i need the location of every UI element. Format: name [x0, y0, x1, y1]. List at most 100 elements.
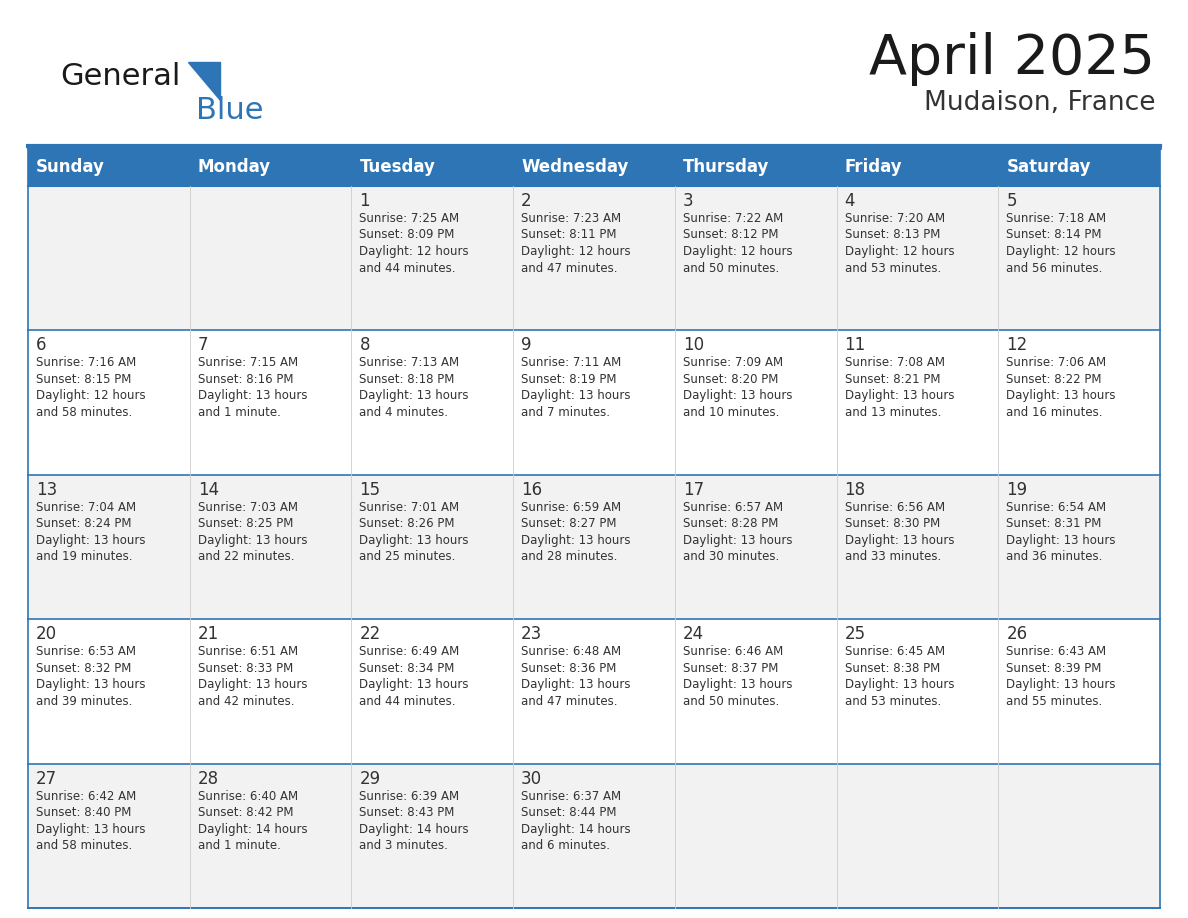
- Text: Daylight: 13 hours: Daylight: 13 hours: [845, 678, 954, 691]
- Text: and 58 minutes.: and 58 minutes.: [36, 406, 132, 419]
- Text: Sunrise: 7:06 AM: Sunrise: 7:06 AM: [1006, 356, 1106, 369]
- Text: Daylight: 14 hours: Daylight: 14 hours: [522, 823, 631, 835]
- Text: Sunrise: 7:16 AM: Sunrise: 7:16 AM: [36, 356, 137, 369]
- Text: Sunrise: 6:43 AM: Sunrise: 6:43 AM: [1006, 645, 1106, 658]
- Bar: [998, 186, 1159, 330]
- Text: Sunrise: 6:39 AM: Sunrise: 6:39 AM: [360, 789, 460, 802]
- Text: and 10 minutes.: and 10 minutes.: [683, 406, 779, 419]
- Bar: [513, 475, 675, 620]
- Text: Daylight: 13 hours: Daylight: 13 hours: [360, 389, 469, 402]
- Text: Sunset: 8:11 PM: Sunset: 8:11 PM: [522, 229, 617, 241]
- Text: 23: 23: [522, 625, 543, 644]
- Text: Sunset: 8:36 PM: Sunset: 8:36 PM: [522, 662, 617, 675]
- Text: Sunrise: 7:04 AM: Sunrise: 7:04 AM: [36, 501, 137, 514]
- Text: Sunset: 8:13 PM: Sunset: 8:13 PM: [845, 229, 940, 241]
- Bar: [675, 186, 836, 330]
- Text: Sunrise: 6:59 AM: Sunrise: 6:59 AM: [522, 501, 621, 514]
- Text: Daylight: 12 hours: Daylight: 12 hours: [36, 389, 146, 402]
- Text: and 56 minutes.: and 56 minutes.: [1006, 262, 1102, 274]
- Text: Sunset: 8:14 PM: Sunset: 8:14 PM: [1006, 229, 1101, 241]
- Text: Daylight: 13 hours: Daylight: 13 hours: [36, 533, 145, 547]
- Text: and 44 minutes.: and 44 minutes.: [360, 262, 456, 274]
- Text: Daylight: 12 hours: Daylight: 12 hours: [1006, 245, 1116, 258]
- Text: 17: 17: [683, 481, 704, 498]
- Text: Daylight: 13 hours: Daylight: 13 hours: [36, 823, 145, 835]
- Text: and 25 minutes.: and 25 minutes.: [360, 550, 456, 564]
- Bar: [513, 330, 675, 475]
- Text: Sunrise: 6:53 AM: Sunrise: 6:53 AM: [36, 645, 135, 658]
- Text: and 50 minutes.: and 50 minutes.: [683, 695, 779, 708]
- Text: Sunrise: 7:25 AM: Sunrise: 7:25 AM: [360, 212, 460, 225]
- Text: 10: 10: [683, 336, 704, 354]
- Text: Sunset: 8:39 PM: Sunset: 8:39 PM: [1006, 662, 1101, 675]
- Text: Sunrise: 6:48 AM: Sunrise: 6:48 AM: [522, 645, 621, 658]
- Text: Sunset: 8:43 PM: Sunset: 8:43 PM: [360, 806, 455, 819]
- Bar: [998, 620, 1159, 764]
- Bar: [675, 330, 836, 475]
- Text: Wednesday: Wednesday: [522, 158, 628, 176]
- Text: Sunset: 8:19 PM: Sunset: 8:19 PM: [522, 373, 617, 386]
- Text: 14: 14: [197, 481, 219, 498]
- Text: Sunset: 8:16 PM: Sunset: 8:16 PM: [197, 373, 293, 386]
- Text: Sunrise: 7:01 AM: Sunrise: 7:01 AM: [360, 501, 460, 514]
- Text: 25: 25: [845, 625, 866, 644]
- Text: Saturday: Saturday: [1006, 158, 1091, 176]
- Text: 1: 1: [360, 192, 369, 210]
- Text: Sunset: 8:30 PM: Sunset: 8:30 PM: [845, 518, 940, 531]
- Bar: [352, 475, 513, 620]
- Text: 19: 19: [1006, 481, 1028, 498]
- Text: Sunset: 8:42 PM: Sunset: 8:42 PM: [197, 806, 293, 819]
- Text: 28: 28: [197, 769, 219, 788]
- Bar: [998, 475, 1159, 620]
- Text: Sunrise: 6:54 AM: Sunrise: 6:54 AM: [1006, 501, 1106, 514]
- Text: Tuesday: Tuesday: [360, 158, 435, 176]
- Polygon shape: [188, 62, 220, 100]
- Text: Sunrise: 6:40 AM: Sunrise: 6:40 AM: [197, 789, 298, 802]
- Text: Sunset: 8:33 PM: Sunset: 8:33 PM: [197, 662, 293, 675]
- Text: Daylight: 13 hours: Daylight: 13 hours: [1006, 533, 1116, 547]
- Text: and 19 minutes.: and 19 minutes.: [36, 550, 133, 564]
- Text: 27: 27: [36, 769, 57, 788]
- Text: 24: 24: [683, 625, 704, 644]
- Text: Sunset: 8:22 PM: Sunset: 8:22 PM: [1006, 373, 1101, 386]
- Bar: [29, 475, 190, 620]
- Text: Sunrise: 7:03 AM: Sunrise: 7:03 AM: [197, 501, 298, 514]
- Text: Daylight: 13 hours: Daylight: 13 hours: [522, 533, 631, 547]
- Text: and 13 minutes.: and 13 minutes.: [845, 406, 941, 419]
- Text: 21: 21: [197, 625, 219, 644]
- Text: Daylight: 12 hours: Daylight: 12 hours: [845, 245, 954, 258]
- Text: Daylight: 12 hours: Daylight: 12 hours: [522, 245, 631, 258]
- Text: and 44 minutes.: and 44 minutes.: [360, 695, 456, 708]
- Text: 12: 12: [1006, 336, 1028, 354]
- Text: Daylight: 13 hours: Daylight: 13 hours: [1006, 389, 1116, 402]
- Bar: [190, 186, 352, 330]
- Text: Sunset: 8:32 PM: Sunset: 8:32 PM: [36, 662, 132, 675]
- Text: Daylight: 13 hours: Daylight: 13 hours: [360, 678, 469, 691]
- Text: Daylight: 13 hours: Daylight: 13 hours: [683, 389, 792, 402]
- Text: Daylight: 12 hours: Daylight: 12 hours: [683, 245, 792, 258]
- Text: April 2025: April 2025: [868, 32, 1155, 86]
- Text: Mudaison, France: Mudaison, France: [923, 90, 1155, 116]
- Text: Sunset: 8:15 PM: Sunset: 8:15 PM: [36, 373, 132, 386]
- Text: and 39 minutes.: and 39 minutes.: [36, 695, 132, 708]
- Text: Daylight: 13 hours: Daylight: 13 hours: [197, 678, 308, 691]
- Text: and 33 minutes.: and 33 minutes.: [845, 550, 941, 564]
- Bar: [190, 764, 352, 908]
- Bar: [998, 764, 1159, 908]
- Bar: [513, 186, 675, 330]
- Text: 26: 26: [1006, 625, 1028, 644]
- Text: Daylight: 13 hours: Daylight: 13 hours: [197, 533, 308, 547]
- Text: and 36 minutes.: and 36 minutes.: [1006, 550, 1102, 564]
- Text: Sunrise: 6:45 AM: Sunrise: 6:45 AM: [845, 645, 944, 658]
- Text: Blue: Blue: [196, 96, 264, 125]
- Bar: [352, 330, 513, 475]
- Text: and 50 minutes.: and 50 minutes.: [683, 262, 779, 274]
- Bar: [352, 620, 513, 764]
- Text: and 58 minutes.: and 58 minutes.: [36, 839, 132, 852]
- Text: 6: 6: [36, 336, 46, 354]
- Text: Daylight: 14 hours: Daylight: 14 hours: [197, 823, 308, 835]
- Text: Daylight: 13 hours: Daylight: 13 hours: [36, 678, 145, 691]
- Text: Sunrise: 7:11 AM: Sunrise: 7:11 AM: [522, 356, 621, 369]
- Bar: [29, 186, 190, 330]
- Bar: [29, 764, 190, 908]
